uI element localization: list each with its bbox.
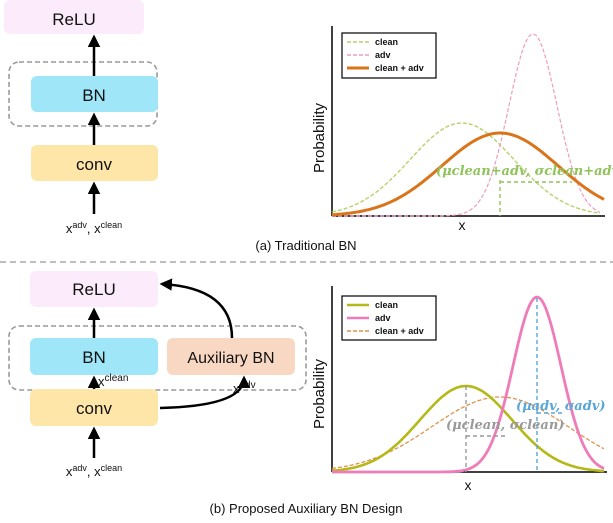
bn-group-frame [8, 325, 307, 391]
auxiliary-bn-block [167, 338, 295, 375]
bn-label: BN [82, 348, 106, 367]
input-label: xadv, xclean [66, 220, 122, 236]
legend-label-adv: adv [375, 50, 391, 60]
curve-clean [331, 122, 601, 214]
curve-adv [332, 295, 605, 474]
panel-a: ReLU BN conv xadv, xclean Probability x … [4, 0, 613, 253]
clean-stats-annotation: (μclean, σclean) [446, 418, 564, 433]
conv-label: conv [76, 399, 112, 418]
caption-b: (b) Proposed Auxiliary BN Design [210, 501, 403, 516]
legend-label-clean: clean [375, 300, 398, 310]
y-axis-label: Probability [311, 358, 328, 429]
conv-label: conv [76, 155, 112, 174]
x-axis-label: x [465, 477, 472, 493]
bn-block [31, 76, 158, 112]
legend-label-clean-plus-adv: clean + adv [375, 326, 424, 336]
curve-adv [332, 33, 601, 217]
conv-block [31, 145, 158, 181]
curve-clean [331, 384, 605, 473]
adv-branch-label: xadv [233, 380, 256, 396]
arrow-auxiliary-bn-to-relu [159, 278, 234, 339]
legend-frame [341, 32, 437, 79]
legend-label-adv: adv [375, 313, 391, 323]
input-label: xadv, xclean [66, 463, 122, 479]
clean-branch-label: xclean [98, 373, 128, 389]
bn-block [30, 338, 158, 375]
adv-stats-annotation: (μadv, σadv) [516, 399, 606, 414]
auxiliary-bn-label: Auxiliary BN [187, 350, 274, 367]
conv-block [30, 389, 158, 426]
relu-block [4, 0, 144, 34]
relu-label: ReLU [52, 10, 95, 29]
bn-label: BN [82, 86, 106, 105]
chart-traditional: Probability x (μclean+adv, σclean+adv) c… [311, 26, 613, 233]
curve-clean-plus-adv [331, 396, 605, 470]
stats-annotation: (μclean+adv, σclean+adv) [436, 164, 613, 179]
x-axis-label: x [459, 217, 466, 233]
chart-proposed: Probability x (μadv, σadv) (μclean, σcle… [311, 286, 607, 493]
panel-b: ReLU BN Auxiliary BN conv xclean xadv xa… [8, 271, 607, 516]
relu-label: ReLU [72, 280, 115, 299]
legend-label-clean: clean [375, 37, 398, 47]
arrow-conv-to-auxiliary-bn [159, 375, 251, 410]
legend-label-clean-plus-adv: clean + adv [375, 63, 424, 73]
relu-block [30, 271, 158, 307]
y-axis-label: Probability [311, 102, 328, 173]
bn-group-frame [8, 61, 158, 127]
caption-a: (a) Traditional BN [255, 238, 356, 253]
curve-clean-plus-adv [331, 131, 605, 217]
